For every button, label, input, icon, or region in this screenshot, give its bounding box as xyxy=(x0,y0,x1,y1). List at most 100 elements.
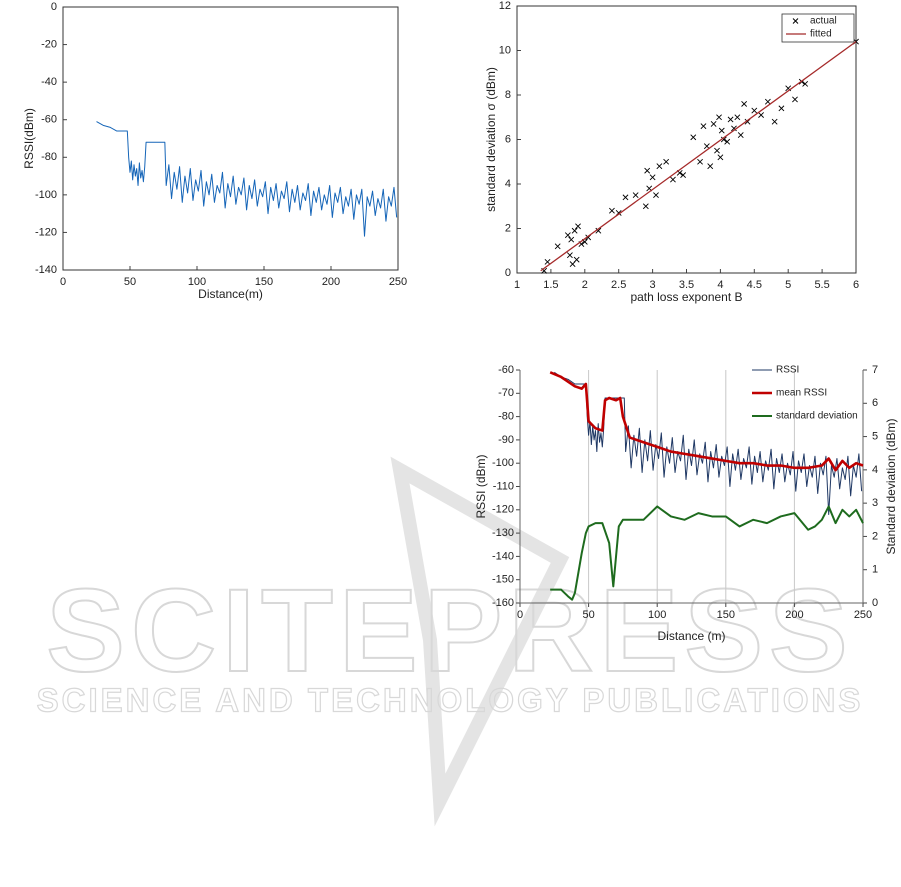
point xyxy=(649,174,656,181)
y2-tick-label: 6 xyxy=(872,397,878,409)
point xyxy=(663,158,670,165)
plot-frame xyxy=(62,6,399,271)
y-tick-label: -80 xyxy=(41,151,57,163)
point xyxy=(622,194,629,201)
x-axis-label: path loss exponent B xyxy=(630,290,742,304)
point xyxy=(741,100,748,107)
y2-tick-label: 4 xyxy=(872,464,878,476)
y-tick-label: -90 xyxy=(498,434,514,446)
point xyxy=(703,143,710,150)
y-axis-label: RSSI(dBm) xyxy=(22,108,36,169)
y2-tick-label: 0 xyxy=(872,597,878,609)
x-tick-label: 1 xyxy=(514,279,520,291)
chart: 1 1.5 2 2.5 3 3.5 4 4.5 5 5.5 6 0 2 4 6 8 10 12 path loss … xyxy=(484,0,859,304)
x-tick-label: 3 xyxy=(650,279,656,291)
y-tick-label: -120 xyxy=(35,226,57,238)
legend-label: mean RSSI xyxy=(776,388,827,399)
point xyxy=(720,136,727,143)
y-tick-label: 4 xyxy=(505,178,511,190)
y-tick-label: 8 xyxy=(505,89,511,101)
legend-label: actual xyxy=(810,16,837,27)
y-tick-label: 0 xyxy=(51,1,57,13)
point xyxy=(670,176,676,183)
x-tick-label: 5.5 xyxy=(814,279,829,291)
y-tick-label: -140 xyxy=(492,550,514,562)
y-tick-label: -160 xyxy=(492,597,514,609)
watermark: SCITEPRESS SCIENCE AND TECHNOLOGY PUBLIC… xyxy=(36,456,861,827)
y-axis-label: standard deviation σ (dBm) xyxy=(484,67,498,212)
y-tick-label: 10 xyxy=(499,44,511,56)
x-tick-label: 100 xyxy=(188,276,206,288)
line xyxy=(96,121,398,237)
point xyxy=(717,154,724,161)
x-tick-label: 4.5 xyxy=(747,279,762,291)
y2-axis-label: Standard deviation (dBm) xyxy=(884,418,898,554)
x-tick-label: 100 xyxy=(648,609,666,621)
point xyxy=(697,158,703,165)
y-tick-label: -140 xyxy=(35,264,57,276)
legend-label: fitted xyxy=(810,29,832,40)
point xyxy=(656,163,663,170)
point xyxy=(718,127,725,134)
legend-label: RSSI xyxy=(776,365,799,376)
point xyxy=(644,167,651,174)
point xyxy=(792,96,798,103)
y-tick-label: -60 xyxy=(498,364,514,376)
y-tick-label: -110 xyxy=(493,480,514,492)
point xyxy=(727,116,734,123)
point xyxy=(758,112,764,118)
x-tick-label: 200 xyxy=(322,276,340,288)
x-tick-label: 150 xyxy=(717,609,735,621)
point xyxy=(544,258,551,265)
point xyxy=(642,203,649,210)
point xyxy=(751,107,758,114)
y-tick-label: -130 xyxy=(492,527,514,539)
y-tick-label: -20 xyxy=(41,38,57,50)
y-tick-label: 12 xyxy=(499,0,511,12)
point xyxy=(632,192,639,199)
chart: 0 50 100 150 200 250 -140 -120 -100 -80 -60 -40 -20 0… xyxy=(22,1,407,301)
point xyxy=(700,123,707,130)
y-tick-label: 0 xyxy=(505,267,511,279)
point xyxy=(734,114,741,121)
x-tick-label: 6 xyxy=(853,279,859,291)
chart: 0 50 100 150 200 250-160-150-140-130-120-110-… xyxy=(474,364,898,643)
point xyxy=(771,118,778,125)
line xyxy=(550,505,864,601)
point xyxy=(564,232,571,239)
y-tick-label: -70 xyxy=(498,387,514,399)
point xyxy=(714,147,720,154)
y-tick-label: 2 xyxy=(505,222,511,234)
point xyxy=(680,172,687,179)
point xyxy=(566,252,573,259)
x-tick-label: 0 xyxy=(517,609,523,621)
legend-label: standard deviation xyxy=(776,411,858,422)
y-tick-label: -120 xyxy=(492,504,514,516)
x-tick-label: 2 xyxy=(582,279,588,291)
point xyxy=(568,236,575,243)
y-axis-label: RSSI (dBm) xyxy=(474,454,488,518)
y2-tick-label: 5 xyxy=(872,430,878,442)
point xyxy=(575,223,581,230)
y-tick-label: -40 xyxy=(41,76,57,88)
x-tick-label: 200 xyxy=(785,609,803,621)
x-tick-label: 1.5 xyxy=(543,279,558,291)
x-axis-label: Distance(m) xyxy=(198,287,263,301)
point xyxy=(731,125,737,132)
y-tick-label: -150 xyxy=(492,574,514,586)
x-tick-label: 250 xyxy=(854,609,872,621)
legend-marker xyxy=(792,18,799,24)
x-axis-label: Distance (m) xyxy=(657,629,725,643)
x-tick-label: 0 xyxy=(60,276,66,288)
x-tick-label: 4 xyxy=(717,279,723,291)
x-tick-label: 2.5 xyxy=(611,279,626,291)
x-tick-label: 50 xyxy=(582,609,594,621)
y-tick-label: -100 xyxy=(35,189,57,201)
y-tick-label: -60 xyxy=(41,114,57,126)
point xyxy=(609,207,615,214)
line xyxy=(540,41,857,272)
watermark-shape xyxy=(390,456,570,827)
point xyxy=(573,256,580,263)
x-tick-label: 3.5 xyxy=(679,279,694,291)
point xyxy=(716,114,722,121)
